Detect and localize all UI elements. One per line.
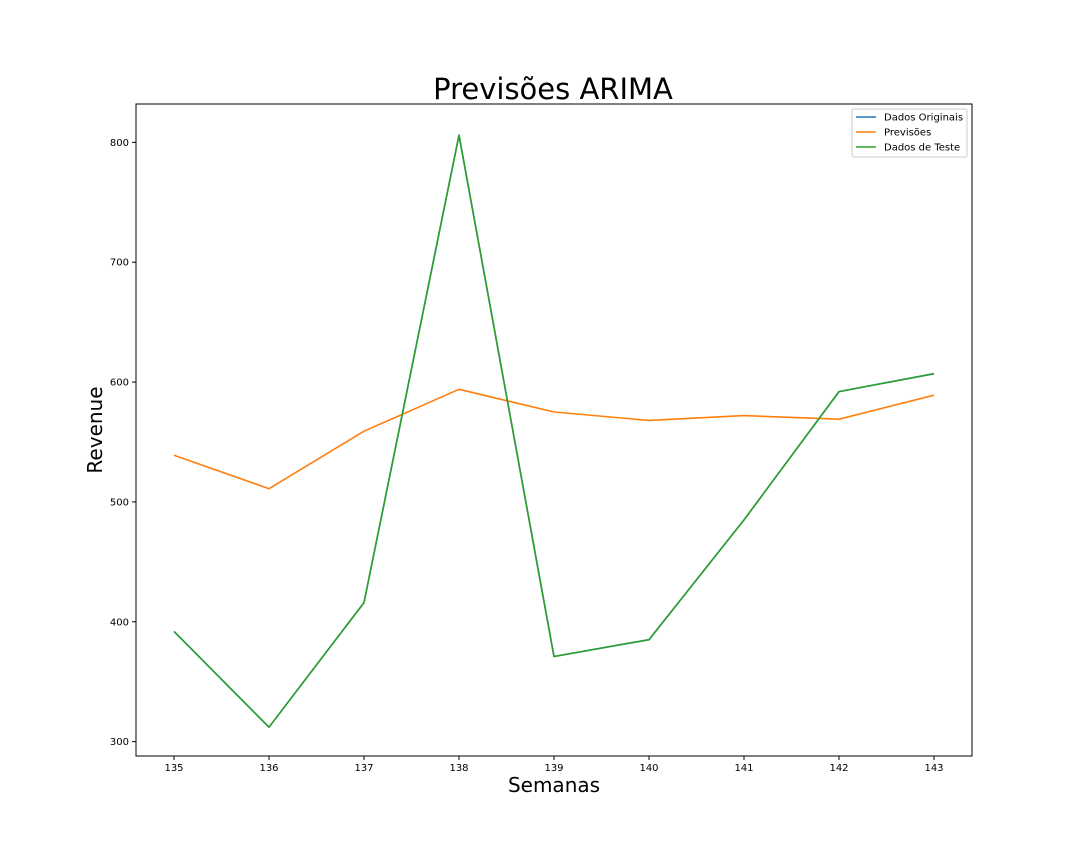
x-tick-label-6: 141 bbox=[734, 763, 753, 774]
y-tick-label-5: 800 bbox=[110, 138, 129, 149]
x-tick-label-0: 135 bbox=[164, 763, 183, 774]
x-tick-label-4: 139 bbox=[544, 763, 563, 774]
x-tick-label-2: 137 bbox=[354, 763, 373, 774]
plot-frame bbox=[135, 103, 973, 757]
x-tick-label-3: 138 bbox=[449, 763, 468, 774]
y-tick-label-1: 400 bbox=[110, 617, 129, 628]
x-tick-label-1: 136 bbox=[259, 763, 278, 774]
x-tick-label-7: 142 bbox=[829, 763, 848, 774]
x-tick-label-8: 143 bbox=[924, 763, 943, 774]
legend-label-2: Dados de Teste bbox=[884, 143, 960, 154]
chart-title: Previsões ARIMA bbox=[433, 72, 673, 106]
y-axis-title: Revenue bbox=[83, 386, 107, 473]
x-axis-title: Semanas bbox=[508, 773, 600, 797]
y-tick-label-2: 500 bbox=[110, 497, 129, 508]
y-tick-label-0: 300 bbox=[110, 737, 129, 748]
y-tick-label-4: 700 bbox=[110, 258, 129, 269]
plot-area bbox=[173, 134, 935, 729]
axes: 135 136 137 138 139 140 141 142 143 300 400 500 600 7… bbox=[110, 138, 944, 774]
x-tick-label-5: 140 bbox=[639, 763, 658, 774]
legend-label-0: Dados Originais bbox=[884, 113, 963, 124]
series-line-0 bbox=[173, 134, 935, 729]
legend-label-1: Previsões bbox=[884, 128, 931, 139]
series-line-2 bbox=[173, 134, 935, 729]
legend-frame bbox=[851, 108, 968, 158]
y-tick-label-3: 600 bbox=[110, 378, 129, 389]
series-line-1 bbox=[173, 388, 935, 490]
legend: Dados Originais Previsões Dados de Teste bbox=[851, 108, 968, 158]
